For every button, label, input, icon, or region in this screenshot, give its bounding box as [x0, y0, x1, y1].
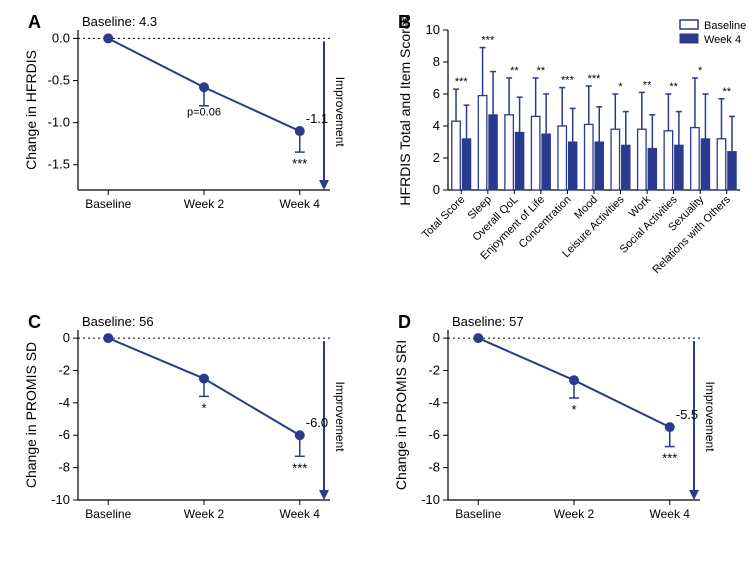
svg-text:***: ***: [481, 35, 495, 47]
svg-text:4: 4: [433, 118, 440, 133]
svg-text:-4: -4: [58, 395, 70, 410]
svg-text:Improvement: Improvement: [703, 382, 717, 453]
svg-text:***: ***: [662, 451, 677, 466]
svg-text:*: *: [571, 402, 576, 417]
svg-text:-0.5: -0.5: [48, 73, 70, 88]
svg-text:HFRDIS Total and Item Scores: HFRDIS Total and Item Scores: [397, 14, 413, 205]
svg-text:-5.5: -5.5: [676, 407, 698, 422]
svg-text:Change in PROMIS SRI: Change in PROMIS SRI: [393, 340, 409, 490]
svg-text:Baseline: 4.3: Baseline: 4.3: [82, 14, 157, 29]
svg-text:-6: -6: [428, 427, 440, 442]
svg-text:Week 2: Week 2: [184, 197, 225, 211]
svg-text:Week 4: Week 4: [704, 34, 741, 46]
svg-text:**: **: [510, 65, 519, 77]
svg-text:-4: -4: [428, 395, 440, 410]
svg-text:Baseline: Baseline: [85, 507, 131, 521]
svg-text:Change in HFRDIS: Change in HFRDIS: [23, 50, 39, 170]
svg-text:-6: -6: [58, 427, 70, 442]
svg-text:Change in PROMIS SD: Change in PROMIS SD: [23, 342, 39, 488]
svg-text:***: ***: [561, 75, 575, 87]
svg-text:Baseline: Baseline: [85, 197, 131, 211]
svg-text:**: **: [669, 81, 678, 93]
svg-text:Baseline: Baseline: [704, 20, 746, 32]
svg-text:6: 6: [433, 86, 440, 101]
svg-text:Improvement: Improvement: [333, 77, 347, 148]
svg-text:-1.5: -1.5: [48, 157, 70, 172]
svg-text:-2: -2: [428, 362, 440, 377]
svg-text:-8: -8: [58, 460, 70, 475]
svg-text:Baseline: 57: Baseline: 57: [452, 314, 524, 329]
svg-text:Week 4: Week 4: [280, 507, 321, 521]
svg-text:-10: -10: [421, 492, 440, 507]
svg-text:***: ***: [455, 76, 469, 88]
svg-text:8: 8: [433, 54, 440, 69]
svg-text:*: *: [698, 65, 703, 77]
svg-text:Baseline: Baseline: [455, 507, 501, 521]
svg-text:p=0.06: p=0.06: [187, 106, 221, 118]
svg-text:Week 4: Week 4: [650, 507, 691, 521]
svg-text:-2: -2: [58, 362, 70, 377]
svg-text:-6.0: -6.0: [306, 415, 328, 430]
svg-text:-1.0: -1.0: [48, 115, 70, 130]
svg-text:*: *: [201, 400, 206, 415]
svg-text:0.0: 0.0: [52, 30, 70, 45]
svg-text:-8: -8: [428, 460, 440, 475]
svg-text:**: **: [643, 79, 652, 91]
svg-text:Improvement: Improvement: [333, 382, 347, 453]
svg-text:10: 10: [426, 22, 440, 37]
svg-text:**: **: [537, 65, 546, 77]
svg-text:**: **: [722, 86, 731, 98]
svg-text:Week 2: Week 2: [184, 507, 225, 521]
svg-text:-10: -10: [51, 492, 70, 507]
svg-text:Total Score: Total Score: [420, 194, 467, 241]
svg-text:***: ***: [588, 73, 602, 85]
svg-text:Baseline: 56: Baseline: 56: [82, 314, 154, 329]
svg-text:***: ***: [292, 460, 307, 475]
svg-text:Week 4: Week 4: [280, 197, 321, 211]
svg-text:2: 2: [433, 150, 440, 165]
svg-text:0: 0: [63, 330, 70, 345]
svg-text:*: *: [618, 81, 623, 93]
svg-text:-1.1: -1.1: [306, 111, 328, 126]
svg-text:***: ***: [292, 156, 307, 171]
svg-text:0: 0: [433, 330, 440, 345]
svg-text:0: 0: [433, 182, 440, 197]
svg-text:Week 2: Week 2: [554, 507, 595, 521]
